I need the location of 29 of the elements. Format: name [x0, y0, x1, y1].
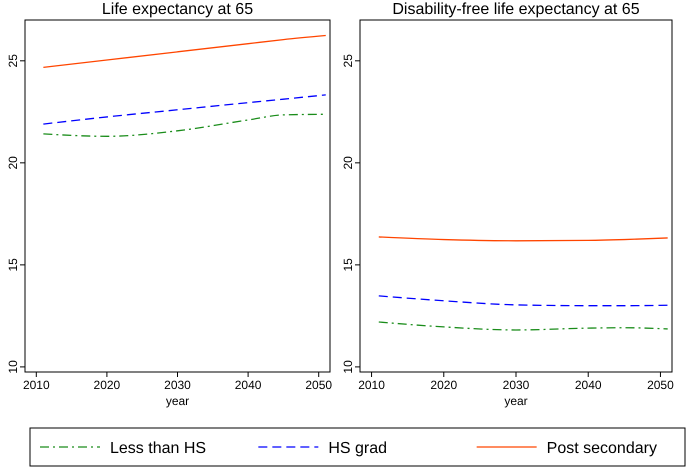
x-axis-title: year — [166, 394, 190, 408]
x-tick-label: 2050 — [647, 378, 674, 392]
legend-label: HS grad — [328, 440, 388, 457]
line-series — [42, 94, 326, 125]
y-tick-label: 10 — [341, 360, 355, 374]
x-tick-label: 2030 — [164, 378, 192, 392]
x-tick-label: 2020 — [94, 378, 121, 392]
line-series — [42, 34, 326, 68]
chart-title: Life expectancy at 65 — [102, 1, 254, 18]
chart-title: Disability-free life expectancy at 65 — [392, 1, 640, 18]
x-tick-label: 2040 — [574, 378, 602, 392]
x-tick-label: 2050 — [305, 378, 332, 392]
x-tick-label: 2030 — [502, 378, 530, 392]
x-tick-label: 2010 — [22, 378, 50, 392]
legend-label: Less than HS — [110, 440, 206, 457]
y-tick-label: 15 — [6, 258, 20, 272]
y-tick-label: 15 — [341, 258, 355, 272]
x-axis-title: year — [504, 394, 528, 408]
x-tick-label: 2040 — [234, 378, 262, 392]
y-tick-label: 10 — [6, 360, 20, 374]
y-tick-label: 25 — [341, 54, 355, 68]
y-tick-label: 20 — [6, 156, 20, 170]
legend-label: Post secondary — [546, 440, 657, 457]
y-tick-label: 20 — [341, 156, 355, 170]
line-series — [378, 295, 668, 306]
x-tick-label: 2010 — [358, 378, 386, 392]
line-series — [378, 321, 668, 331]
y-tick-label: 25 — [6, 54, 20, 68]
x-tick-label: 2020 — [430, 378, 458, 392]
